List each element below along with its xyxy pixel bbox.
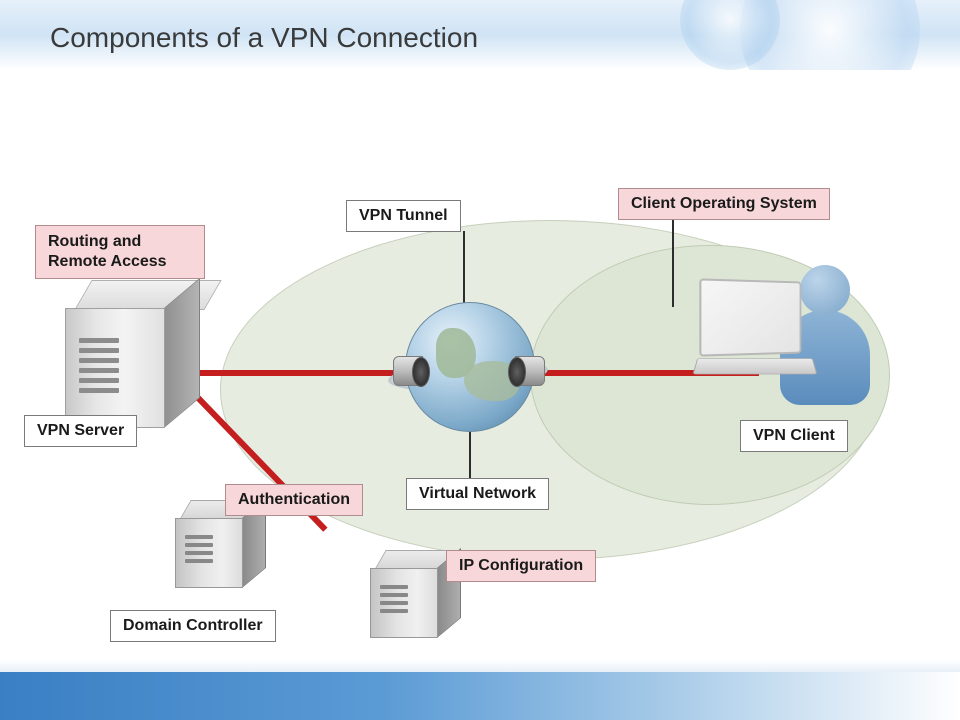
- vpn-client-icon: [700, 270, 870, 420]
- label-authentication: Authentication: [225, 484, 363, 516]
- label-vpn-client: VPN Client: [740, 420, 848, 452]
- label-domain-controller: Domain Controller: [110, 610, 276, 642]
- label-virtual-network: Virtual Network: [406, 478, 549, 510]
- label-vpn-tunnel: VPN Tunnel: [346, 200, 461, 232]
- tunnel-right-icon: [515, 356, 545, 386]
- vpn-server-icon: [65, 280, 195, 430]
- label-client-os: Client Operating System: [618, 188, 830, 220]
- page-title: Components of a VPN Connection: [50, 22, 478, 54]
- tunnel-left-icon: [393, 356, 423, 386]
- label-routing-remote-access: Routing andRemote Access: [35, 225, 205, 279]
- callout-line: [463, 231, 465, 303]
- callout-line: [672, 215, 674, 307]
- callout-line: [469, 428, 471, 480]
- diagram-canvas: Routing andRemote Access VPN Tunnel Clie…: [0, 70, 960, 672]
- label-ip-configuration: IP Configuration: [446, 550, 596, 582]
- label-vpn-server: VPN Server: [24, 415, 137, 447]
- footer-band: [0, 672, 960, 720]
- connection-line: [176, 370, 406, 376]
